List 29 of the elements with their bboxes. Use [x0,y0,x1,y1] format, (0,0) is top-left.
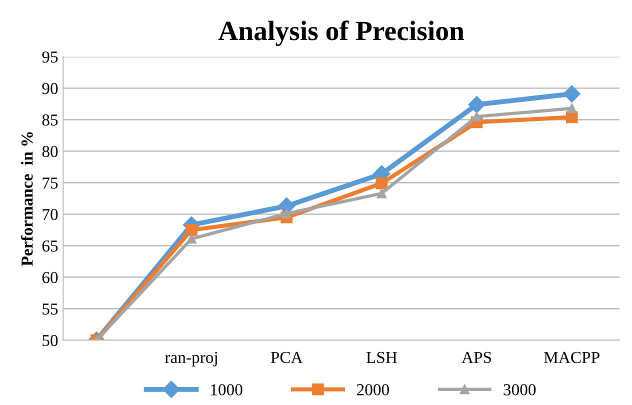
y-tick-label: 75 [42,178,58,189]
point [186,224,198,236]
y-tick-label: 55 [42,304,58,315]
x-tick-label: APS [462,352,492,364]
legend-label: 1000 [211,384,242,396]
x-tick-label: ran-proj [165,352,217,366]
x-tick-label: LSH [366,352,397,364]
point [468,96,486,114]
x-tick-label: MACPP [544,352,600,364]
y-tick-label: 90 [42,82,58,94]
y-tick-label: 85 [42,114,58,126]
x-tick-label: PCA [270,352,303,364]
y-tick-label: 60 [42,272,58,284]
y-tick-label: 80 [42,146,58,158]
point [472,112,482,122]
y-tick-label: 50 [42,334,58,346]
legend-label: 3000 [504,384,536,396]
y-tick-label: 65 [42,240,58,252]
point [566,104,577,114]
point [563,85,580,102]
point [376,188,387,198]
point [186,234,196,244]
point [376,177,388,190]
point [282,208,292,218]
legend-label: 2000 [357,384,389,396]
y-axis-title: Performance in % [20,132,33,266]
y-tick-label: 95 [42,51,58,63]
chart-title: Analysis of Precision [218,20,464,46]
y-tick-label: 70 [42,208,58,220]
